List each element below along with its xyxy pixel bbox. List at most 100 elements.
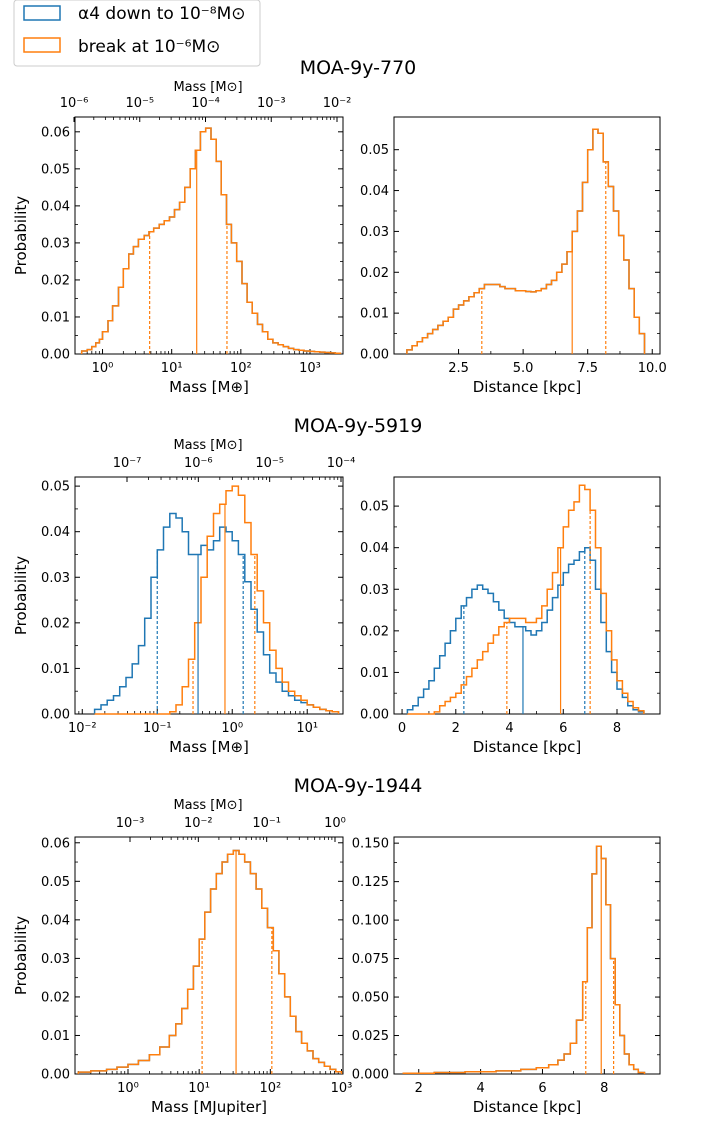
top-tick-label: 10⁻⁵ [255,456,284,471]
top-tick-label: 10⁻⁴ [327,456,356,471]
top-axis-ticks-770: 10⁻⁶ 10⁻⁵ 10⁻⁴ 10⁻³ 10⁻² [60,96,352,122]
y-tick-label: 0.05 [360,500,389,515]
top-tick-label: 10⁻⁶ [60,96,89,111]
y-tick-label: 0.04 [41,913,70,928]
panel-distance-5919: 0.00 0.01 0.02 0.03 0.04 0.05 0 2 4 6 8 Distance [k… [360,476,661,756]
y-tick-label: 0.01 [360,307,389,322]
x-tick-label: 10.0 [638,361,667,376]
x-tick-label: 8 [613,721,621,736]
x-tick-label: 10⁰ [117,1081,139,1096]
y-tick-label: 0.05 [41,162,70,177]
top-tick-label: 10⁻¹ [252,816,281,831]
y-tick-label: 0.01 [41,662,70,677]
y-tick-label: 0.025 [352,1029,389,1044]
x-tick-label: 10⁻² [68,721,97,736]
legend-frame [13,0,261,67]
y-axis-label: Probability [12,916,30,995]
top-tick-label: 10⁻² [184,816,213,831]
x-axis-label: Distance [kpc] [473,378,582,396]
x-tick-label: 10² [230,361,252,376]
histogram-break [407,484,645,715]
y-axis-label: Probability [12,196,30,275]
x-tick-label: 4 [476,1081,484,1096]
x-tick-label: 10⁰ [92,361,114,376]
x-tick-label: 6 [559,721,567,736]
y-tick-label: 0.00 [360,708,389,723]
x-tick-label: 5.0 [513,361,534,376]
top-tick-label: 10⁻⁴ [191,96,220,111]
y-tick-label: 0.00 [360,348,389,363]
axes-frame [74,836,344,1075]
axes-frame [393,476,661,715]
y-tick-label: 0.06 [41,125,70,140]
y-tick-label: 0.00 [41,1068,70,1083]
y-tick-label: 0.05 [41,875,70,890]
y-tick-label: 0.03 [41,571,70,586]
x-tick-label: 10² [259,1081,281,1096]
top-axis-ticks-5919: 10⁻⁷ 10⁻⁶ 10⁻⁵ 10⁻⁴ [113,456,356,482]
x-axis-label: Mass [MJupiter] [151,1098,267,1116]
panel-mass-5919: 0.00 0.01 0.02 0.03 0.04 0.05 10⁻² 10⁻¹ 10⁰ 10¹ Ma… [12,476,344,756]
y-tick-label: 0.150 [352,837,389,852]
y-tick-label: 0.01 [360,666,389,681]
legend: α4 down to 10⁻⁸M⊙ break at 10⁻⁶M⊙ [13,0,261,67]
x-tick-label: 10³ [331,1081,353,1096]
axes-frame [393,116,661,355]
top-axis-ticks-1944: 10⁻³ 10⁻² 10⁻¹ 10⁰ [116,816,346,842]
y-tick-label: 0.00 [41,348,70,363]
y-tick-label: 0.125 [352,875,389,890]
top-tick-label: 10⁻⁵ [125,96,154,111]
y-tick-label: 0.03 [41,236,70,251]
x-tick-label: 0 [398,721,406,736]
x-tick-label: 10¹ [188,1081,210,1096]
histogram-break [406,128,646,354]
panel-distance-770: 0.00 0.01 0.02 0.03 0.04 0.05 2.5 5.0 7.5 10.0 Dis… [360,116,667,396]
y-tick-label: 0.04 [41,525,70,540]
y-tick-label: 0.02 [360,266,389,281]
top-tick-label: 10⁻³ [257,96,286,111]
y-tick-label: 0.06 [41,836,70,851]
y-tick-label: 0.03 [360,225,389,240]
histogram-break [94,485,340,715]
x-tick-label: 7.5 [577,361,598,376]
histogram-alpha4 [402,845,646,1074]
y-tick-label: 0.050 [352,991,389,1006]
x-tick-label: 4 [505,721,513,736]
histogram-break [80,127,342,355]
histogram-alpha4 [93,512,340,714]
histogram-break [402,845,646,1074]
x-axis-label: Mass [M⊕] [169,738,249,756]
x-tick-label: 10⁻¹ [143,721,172,736]
row-title-5919: MOA-9y-5919 [294,415,423,437]
axes-frame [393,836,661,1075]
legend-label-break: break at 10⁻⁶M⊙ [78,37,220,57]
y-tick-label: 0.02 [41,273,70,288]
panel-mass-770: 0.00 0.01 0.02 0.03 0.04 0.05 0.06 10⁰ 10¹ 10² 10³… [12,116,344,396]
top-axis-label-5919: Mass [M⊙] [173,438,242,453]
legend-label-alpha4: α4 down to 10⁻⁸M⊙ [78,4,246,24]
x-tick-label: 10⁰ [221,721,243,736]
row-title-1944: MOA-9y-1944 [294,775,423,797]
panel-distance-1944: 0.000 0.025 0.050 0.075 0.100 0.125 0.150 2 4 6 8 D… [352,836,661,1116]
top-tick-label: 10⁻² [323,96,352,111]
x-tick-label: 10¹ [296,721,318,736]
y-tick-label: 0.01 [41,310,70,325]
top-tick-label: 10⁻⁷ [113,456,142,471]
x-tick-label: 2.5 [448,361,469,376]
top-tick-label: 10⁻⁶ [184,456,213,471]
histogram-alpha4 [80,127,342,355]
y-tick-label: 0.04 [360,184,389,199]
histogram-alpha4 [406,546,645,714]
top-axis-label-1944: Mass [M⊙] [173,798,242,813]
y-tick-label: 0.05 [41,480,70,495]
y-tick-label: 0.02 [41,990,70,1005]
y-tick-label: 0.000 [352,1068,389,1083]
x-axis-label: Mass [M⊕] [169,378,249,396]
y-tick-label: 0.02 [360,624,389,639]
y-tick-label: 0.00 [41,708,70,723]
axes-frame [74,476,344,715]
panel-mass-1944: 0.00 0.01 0.02 0.03 0.04 0.05 0.06 10⁰ 10¹ 10² 10³… [12,836,352,1116]
y-tick-label: 0.04 [360,541,389,556]
x-tick-label: 10¹ [161,361,183,376]
